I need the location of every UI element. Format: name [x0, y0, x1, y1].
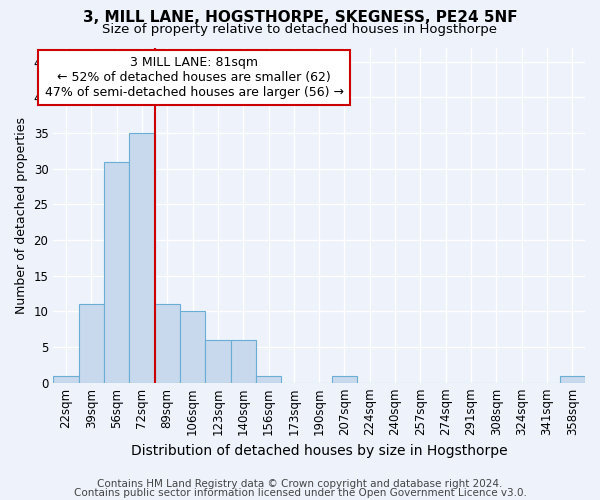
Bar [332, 376, 357, 382]
Bar [205, 340, 230, 382]
Bar [53, 376, 79, 382]
Text: Size of property relative to detached houses in Hogsthorpe: Size of property relative to detached ho… [103, 22, 497, 36]
Bar [155, 304, 180, 382]
Bar [560, 376, 585, 382]
X-axis label: Distribution of detached houses by size in Hogsthorpe: Distribution of detached houses by size … [131, 444, 508, 458]
Text: 3, MILL LANE, HOGSTHORPE, SKEGNESS, PE24 5NF: 3, MILL LANE, HOGSTHORPE, SKEGNESS, PE24… [83, 10, 517, 25]
Bar [104, 162, 129, 382]
Text: 3 MILL LANE: 81sqm
← 52% of detached houses are smaller (62)
47% of semi-detache: 3 MILL LANE: 81sqm ← 52% of detached hou… [44, 56, 344, 99]
Bar [79, 304, 104, 382]
Y-axis label: Number of detached properties: Number of detached properties [15, 116, 28, 314]
Bar [230, 340, 256, 382]
Bar [129, 133, 155, 382]
Text: Contains HM Land Registry data © Crown copyright and database right 2024.: Contains HM Land Registry data © Crown c… [97, 479, 503, 489]
Text: Contains public sector information licensed under the Open Government Licence v3: Contains public sector information licen… [74, 488, 526, 498]
Bar [256, 376, 281, 382]
Bar [180, 312, 205, 382]
